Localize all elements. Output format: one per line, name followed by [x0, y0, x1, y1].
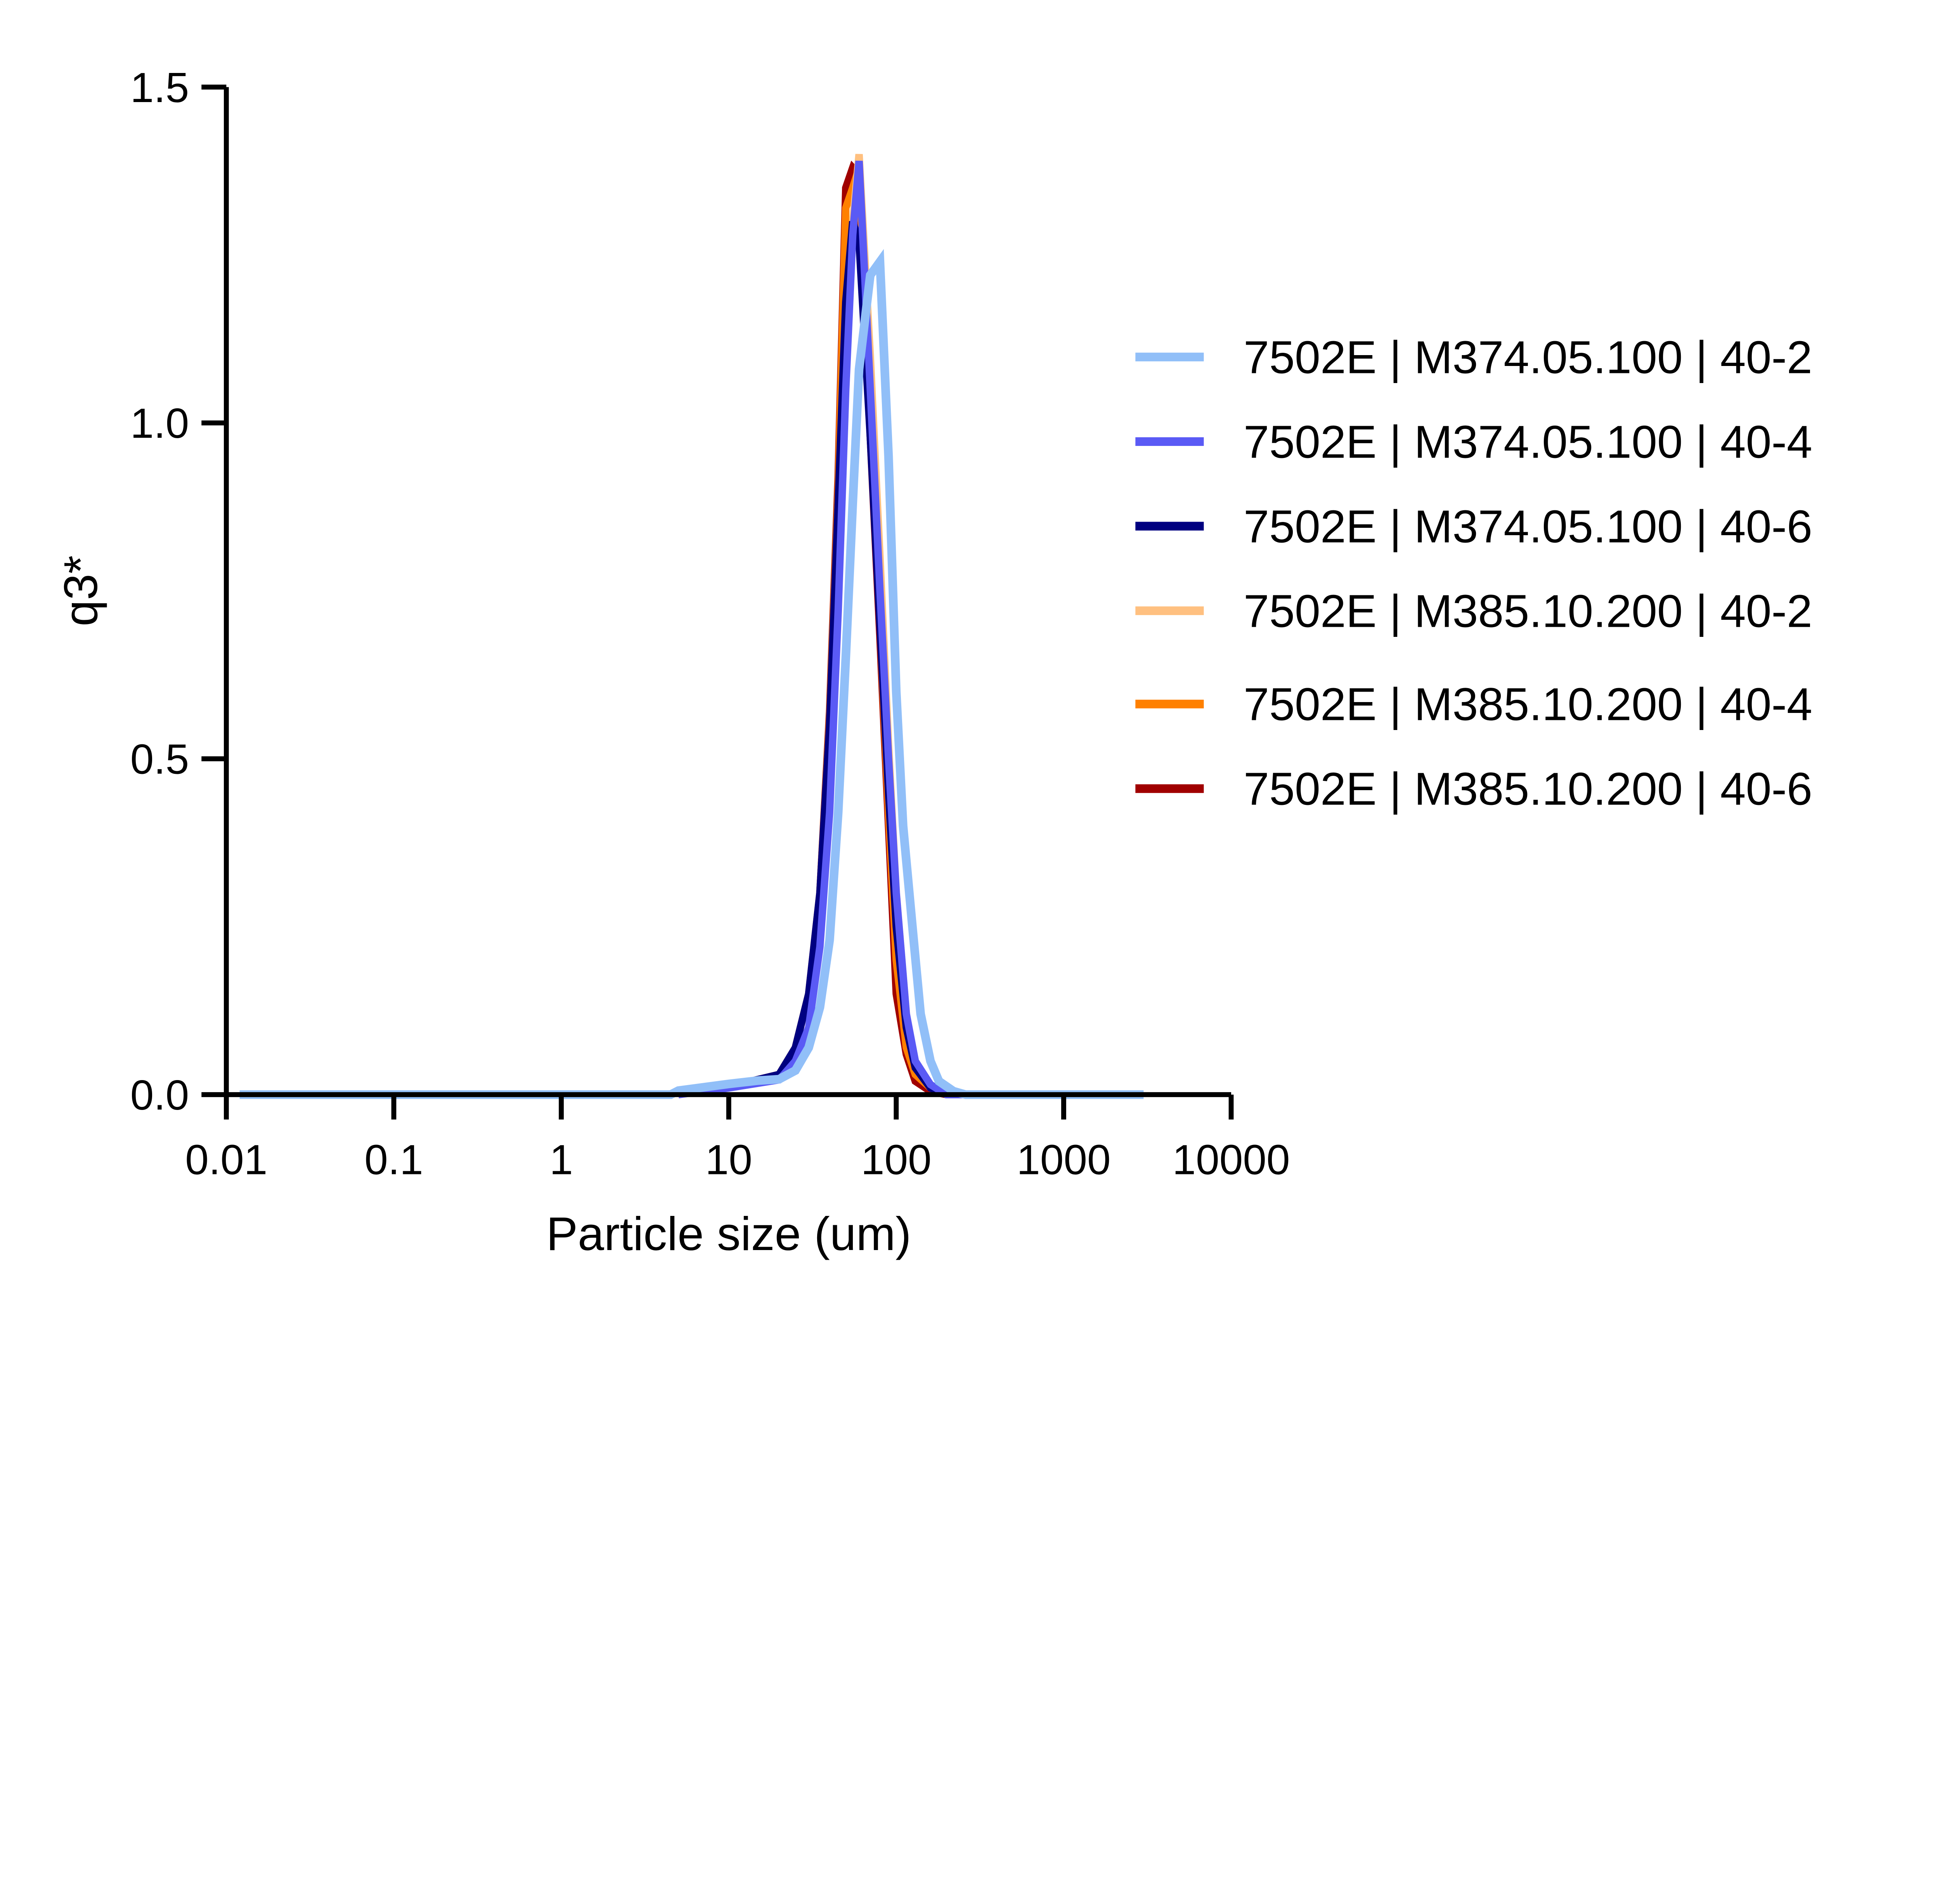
- legend-label: 7502E | M374.05.100 | 40-4: [1244, 416, 1812, 468]
- legend-label: 7502E | M374.05.100 | 40-6: [1244, 501, 1812, 552]
- axes: 0.01 0.1 1 10 100 1000 10000 0.0 0.5 1.0 1.5: [130, 64, 1290, 1184]
- x-tick-label: 1: [549, 1136, 573, 1184]
- series-line: [239, 249, 1144, 1099]
- x-tick-label: 10: [705, 1136, 752, 1184]
- x-tick-label: 1000: [1017, 1136, 1110, 1184]
- particle-size-chart: 0.01 0.1 1 10 100 1000 10000 0.0 0.5 1.0 1.5 Parti…: [54, 64, 1812, 1260]
- x-tick-label: 10000: [1173, 1136, 1290, 1184]
- legend-label: 7502E | M374.05.100 | 40-2: [1244, 332, 1812, 383]
- legend-label: 7502E | M385.10.200 | 40-6: [1244, 764, 1812, 815]
- x-tick-label: 0.1: [364, 1136, 423, 1184]
- y-tick-label: 1.5: [130, 64, 189, 111]
- y-tick-label: 1.0: [130, 400, 189, 447]
- legend-label: 7502E | M385.10.200 | 40-4: [1244, 679, 1812, 730]
- y-tick-label: 0.0: [130, 1072, 189, 1119]
- x-tick-label: 0.01: [185, 1136, 267, 1184]
- x-tick-label: 100: [861, 1136, 932, 1184]
- y-axis-label: q3*: [54, 555, 107, 626]
- legend: 7502E | M374.05.100 | 40-2 7502E | M374.0…: [1135, 332, 1812, 815]
- x-axis-label: Particle size (um): [546, 1207, 911, 1260]
- legend-label: 7502E | M385.10.200 | 40-2: [1244, 586, 1812, 637]
- series-line: [678, 160, 966, 1099]
- series-line: [677, 220, 948, 1098]
- y-tick-label: 0.5: [130, 736, 189, 783]
- series-lines: [239, 154, 1144, 1099]
